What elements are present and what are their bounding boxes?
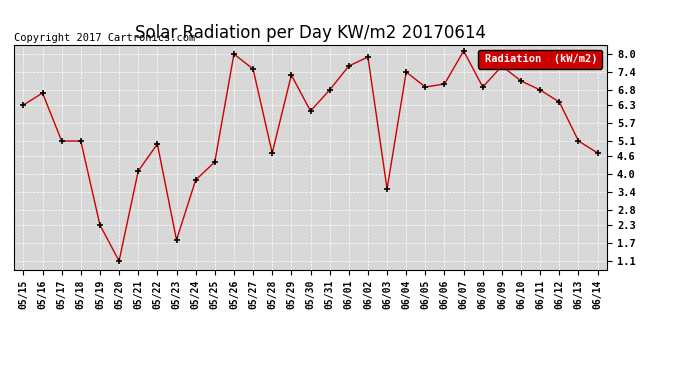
Text: Copyright 2017 Cartronics.com: Copyright 2017 Cartronics.com (14, 33, 195, 43)
Title: Solar Radiation per Day KW/m2 20170614: Solar Radiation per Day KW/m2 20170614 (135, 24, 486, 42)
Legend: Radiation  (kW/m2): Radiation (kW/m2) (478, 50, 602, 69)
